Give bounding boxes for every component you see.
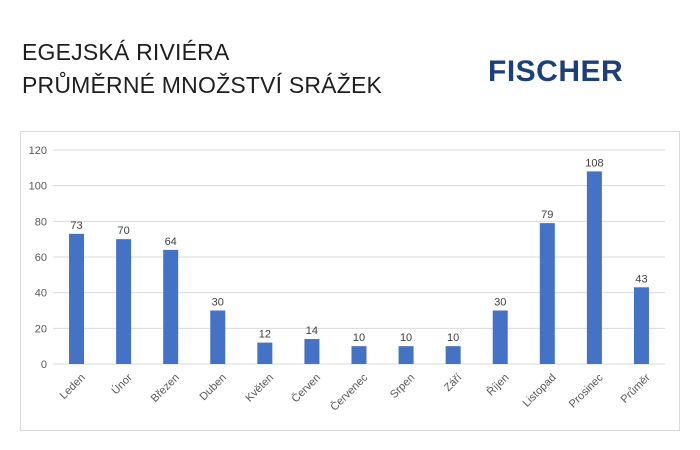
x-tick-label: Leden bbox=[58, 372, 88, 402]
chart-title-block: EGEJSKÁ RIVIÉRA PRŮMĚRNÉ MNOŽSTVÍ SRÁŽEK bbox=[22, 36, 382, 102]
data-label: 70 bbox=[117, 225, 129, 237]
data-label: 30 bbox=[494, 297, 506, 309]
data-label: 73 bbox=[70, 220, 82, 232]
data-label: 10 bbox=[353, 332, 365, 344]
bar-11 bbox=[586, 171, 602, 364]
y-tick-label: 40 bbox=[35, 288, 47, 300]
bar-9 bbox=[492, 310, 508, 364]
x-tick-label: Únor bbox=[109, 371, 135, 397]
data-label: 14 bbox=[306, 325, 318, 337]
y-tick-label: 120 bbox=[29, 145, 47, 157]
bar-7 bbox=[398, 346, 414, 364]
bar-10 bbox=[539, 223, 555, 364]
data-label: 64 bbox=[165, 236, 177, 248]
y-tick-label: 60 bbox=[35, 252, 47, 264]
x-tick-label: Červen bbox=[289, 371, 323, 405]
x-tick-label: Průměr bbox=[619, 371, 653, 405]
x-tick-label: Květen bbox=[243, 372, 276, 405]
y-tick-label: 20 bbox=[35, 323, 47, 335]
y-tick-label: 0 bbox=[41, 359, 47, 371]
data-label: 10 bbox=[447, 332, 459, 344]
bar-chart: 0 20 40 60 80 100 120 73 Leden 70 Únor 64 Březen 30 Du… bbox=[29, 145, 665, 414]
chart-area: 0 20 40 60 80 100 120 73 Leden 70 Únor 64 Březen 30 Du… bbox=[20, 131, 680, 431]
bar-2 bbox=[163, 249, 179, 364]
data-label: 79 bbox=[541, 209, 553, 221]
x-tick-label: Prosinec bbox=[567, 371, 606, 410]
data-label: 12 bbox=[259, 329, 271, 341]
chart-title-line1: EGEJSKÁ RIVIÉRA bbox=[22, 39, 230, 65]
bar-6 bbox=[351, 346, 367, 364]
x-tick-label: Březen bbox=[149, 372, 182, 405]
data-label: 30 bbox=[212, 297, 224, 309]
data-label: 108 bbox=[585, 157, 603, 169]
bar-8 bbox=[445, 346, 461, 364]
x-tick-label: Říjen bbox=[484, 371, 511, 398]
fischer-logo: FISCHER bbox=[488, 55, 624, 88]
y-tick-label: 80 bbox=[35, 216, 47, 228]
bar-0 bbox=[69, 233, 85, 364]
bar-1 bbox=[116, 239, 132, 364]
x-tick-label: Listopad bbox=[521, 372, 559, 410]
x-tick-label: Duben bbox=[198, 372, 229, 403]
bar-5 bbox=[304, 339, 320, 364]
x-tick-label: Září bbox=[442, 372, 464, 394]
chart-title-line2: PRŮMĚRNÉ MNOŽSTVÍ SRÁŽEK bbox=[22, 72, 383, 98]
y-tick-label: 100 bbox=[29, 181, 47, 193]
data-label: 10 bbox=[400, 332, 412, 344]
bar-3 bbox=[210, 310, 226, 364]
x-tick-label: Srpen bbox=[388, 372, 417, 401]
data-label: 43 bbox=[635, 273, 647, 285]
x-tick-label: Červenec bbox=[328, 371, 371, 414]
bar-4 bbox=[257, 342, 273, 364]
bar-12 bbox=[633, 287, 649, 364]
